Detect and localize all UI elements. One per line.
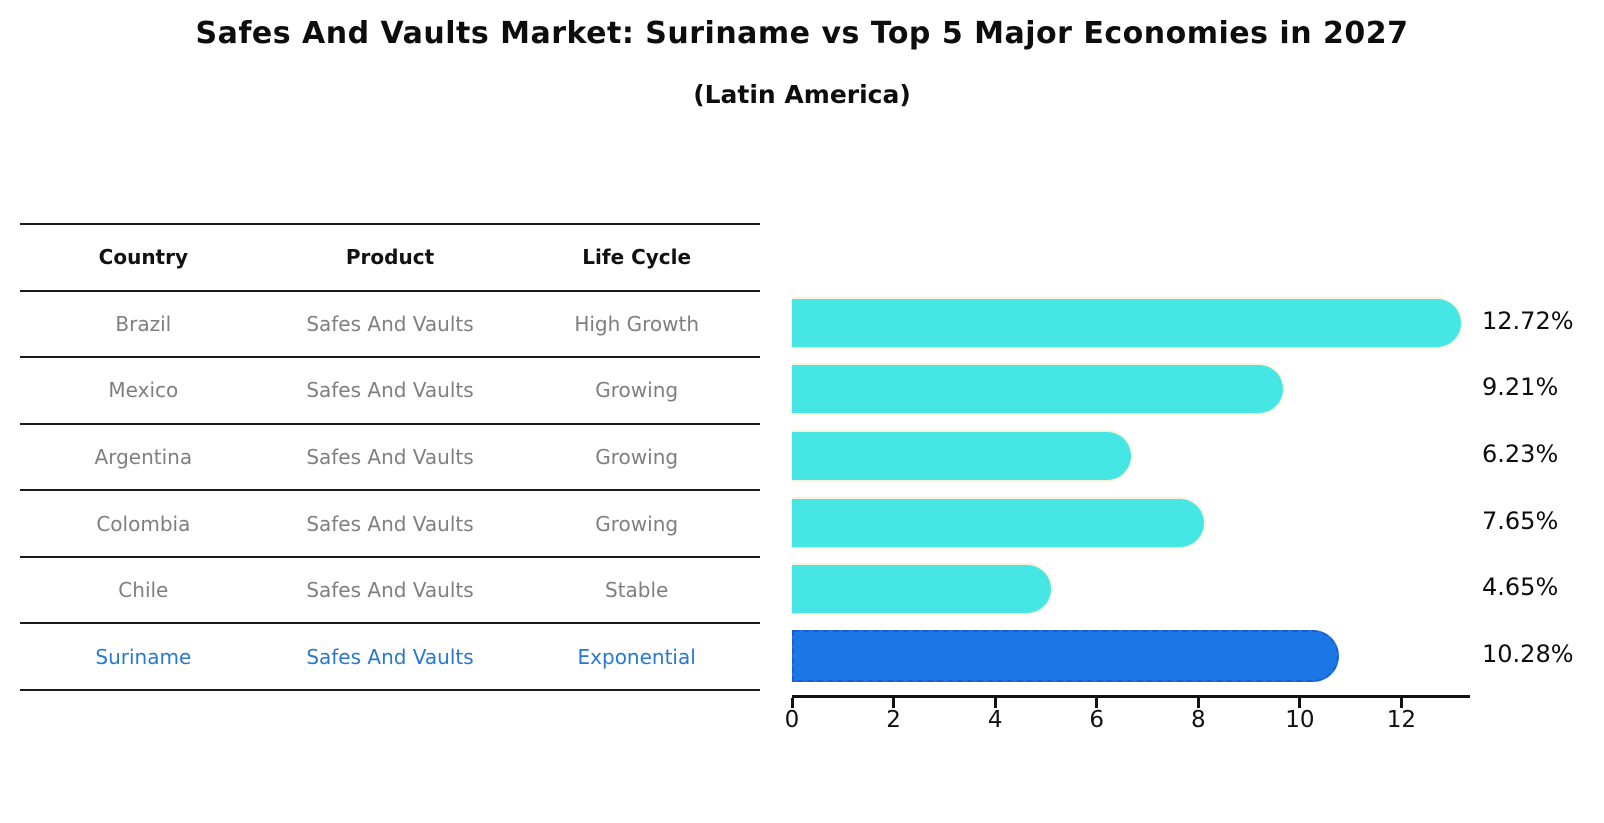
column-header-product: Product [345, 245, 435, 270]
country-cell: Brazil [115, 311, 172, 336]
bar-argentina [792, 429, 1134, 482]
value-label-brazil: 12.72% [1482, 306, 1574, 335]
country-cell: Mexico [108, 378, 179, 403]
bar-suriname [792, 629, 1340, 682]
table-row-chile: Chile Safes And Vaults Stable [20, 555, 760, 623]
table-row-colombia: Colombia Safes And Vaults Growing [20, 489, 760, 556]
life-cycle-cell: Stable [605, 578, 669, 603]
life-cycle-cell: Exponential [577, 644, 696, 669]
value-label-colombia: 7.65% [1482, 506, 1559, 535]
life-cycle-cell: Growing [595, 378, 679, 403]
product-cell: Safes And Vaults [306, 578, 474, 603]
product-cell: Safes And Vaults [306, 378, 474, 403]
bar-chile [792, 563, 1054, 616]
x-tick [1399, 698, 1403, 708]
life-cycle-cell: Growing [595, 445, 679, 470]
bar-colombia [792, 496, 1206, 549]
table-row-suriname: Suriname Safes And Vaults Exponential [20, 622, 760, 689]
country-cell: Argentina [94, 445, 193, 470]
column-header-country: Country [98, 245, 189, 270]
x-tick-label: 4 [987, 707, 1003, 733]
value-label-argentina: 6.23% [1482, 439, 1559, 468]
life-cycle-cell: High Growth [574, 311, 700, 336]
product-cell: Safes And Vaults [306, 644, 474, 669]
table-row-argentina: Argentina Safes And Vaults Growing [20, 422, 760, 490]
country-table: Country Product Life Cycle Brazil Safes A… [20, 223, 760, 691]
table-row-mexico: Mexico Safes And Vaults Growing [20, 356, 760, 423]
value-label-chile: 4.65% [1482, 573, 1559, 602]
chart-title: Safes And Vaults Market: Suriname vs Top… [195, 16, 1409, 51]
table-header-row: Country Product Life Cycle [20, 223, 760, 290]
life-cycle-cell: Growing [595, 511, 679, 536]
x-tick [1196, 698, 1200, 708]
x-tick-label: 0 [784, 707, 800, 733]
x-tick-label: 10 [1285, 707, 1315, 733]
x-tick-label: 12 [1386, 707, 1417, 733]
value-label-suriname: 10.28% [1482, 639, 1574, 668]
column-header-life-cycle: Life Cycle [582, 245, 692, 270]
x-tick-label: 8 [1190, 707, 1206, 733]
x-axis-line [792, 695, 1470, 698]
chart-subtitle: (Latin America) [693, 80, 911, 109]
product-cell: Safes And Vaults [306, 511, 474, 536]
product-cell: Safes And Vaults [306, 445, 474, 470]
x-tick-label: 6 [1089, 707, 1105, 733]
x-tick-label: 2 [886, 707, 901, 733]
x-tick [892, 698, 896, 708]
country-cell: Chile [118, 578, 169, 603]
x-tick [1298, 698, 1302, 708]
bar-brazil [792, 296, 1463, 349]
x-tick [993, 698, 997, 708]
country-cell: Colombia [96, 511, 191, 536]
x-tick [790, 698, 794, 708]
bar-mexico [792, 363, 1285, 416]
country-cell: Suriname [95, 644, 192, 669]
value-label-mexico: 9.21% [1482, 373, 1559, 402]
x-tick [1095, 698, 1099, 708]
product-cell: Safes And Vaults [306, 311, 474, 336]
table-row-brazil: Brazil Safes And Vaults High Growth [20, 289, 760, 357]
